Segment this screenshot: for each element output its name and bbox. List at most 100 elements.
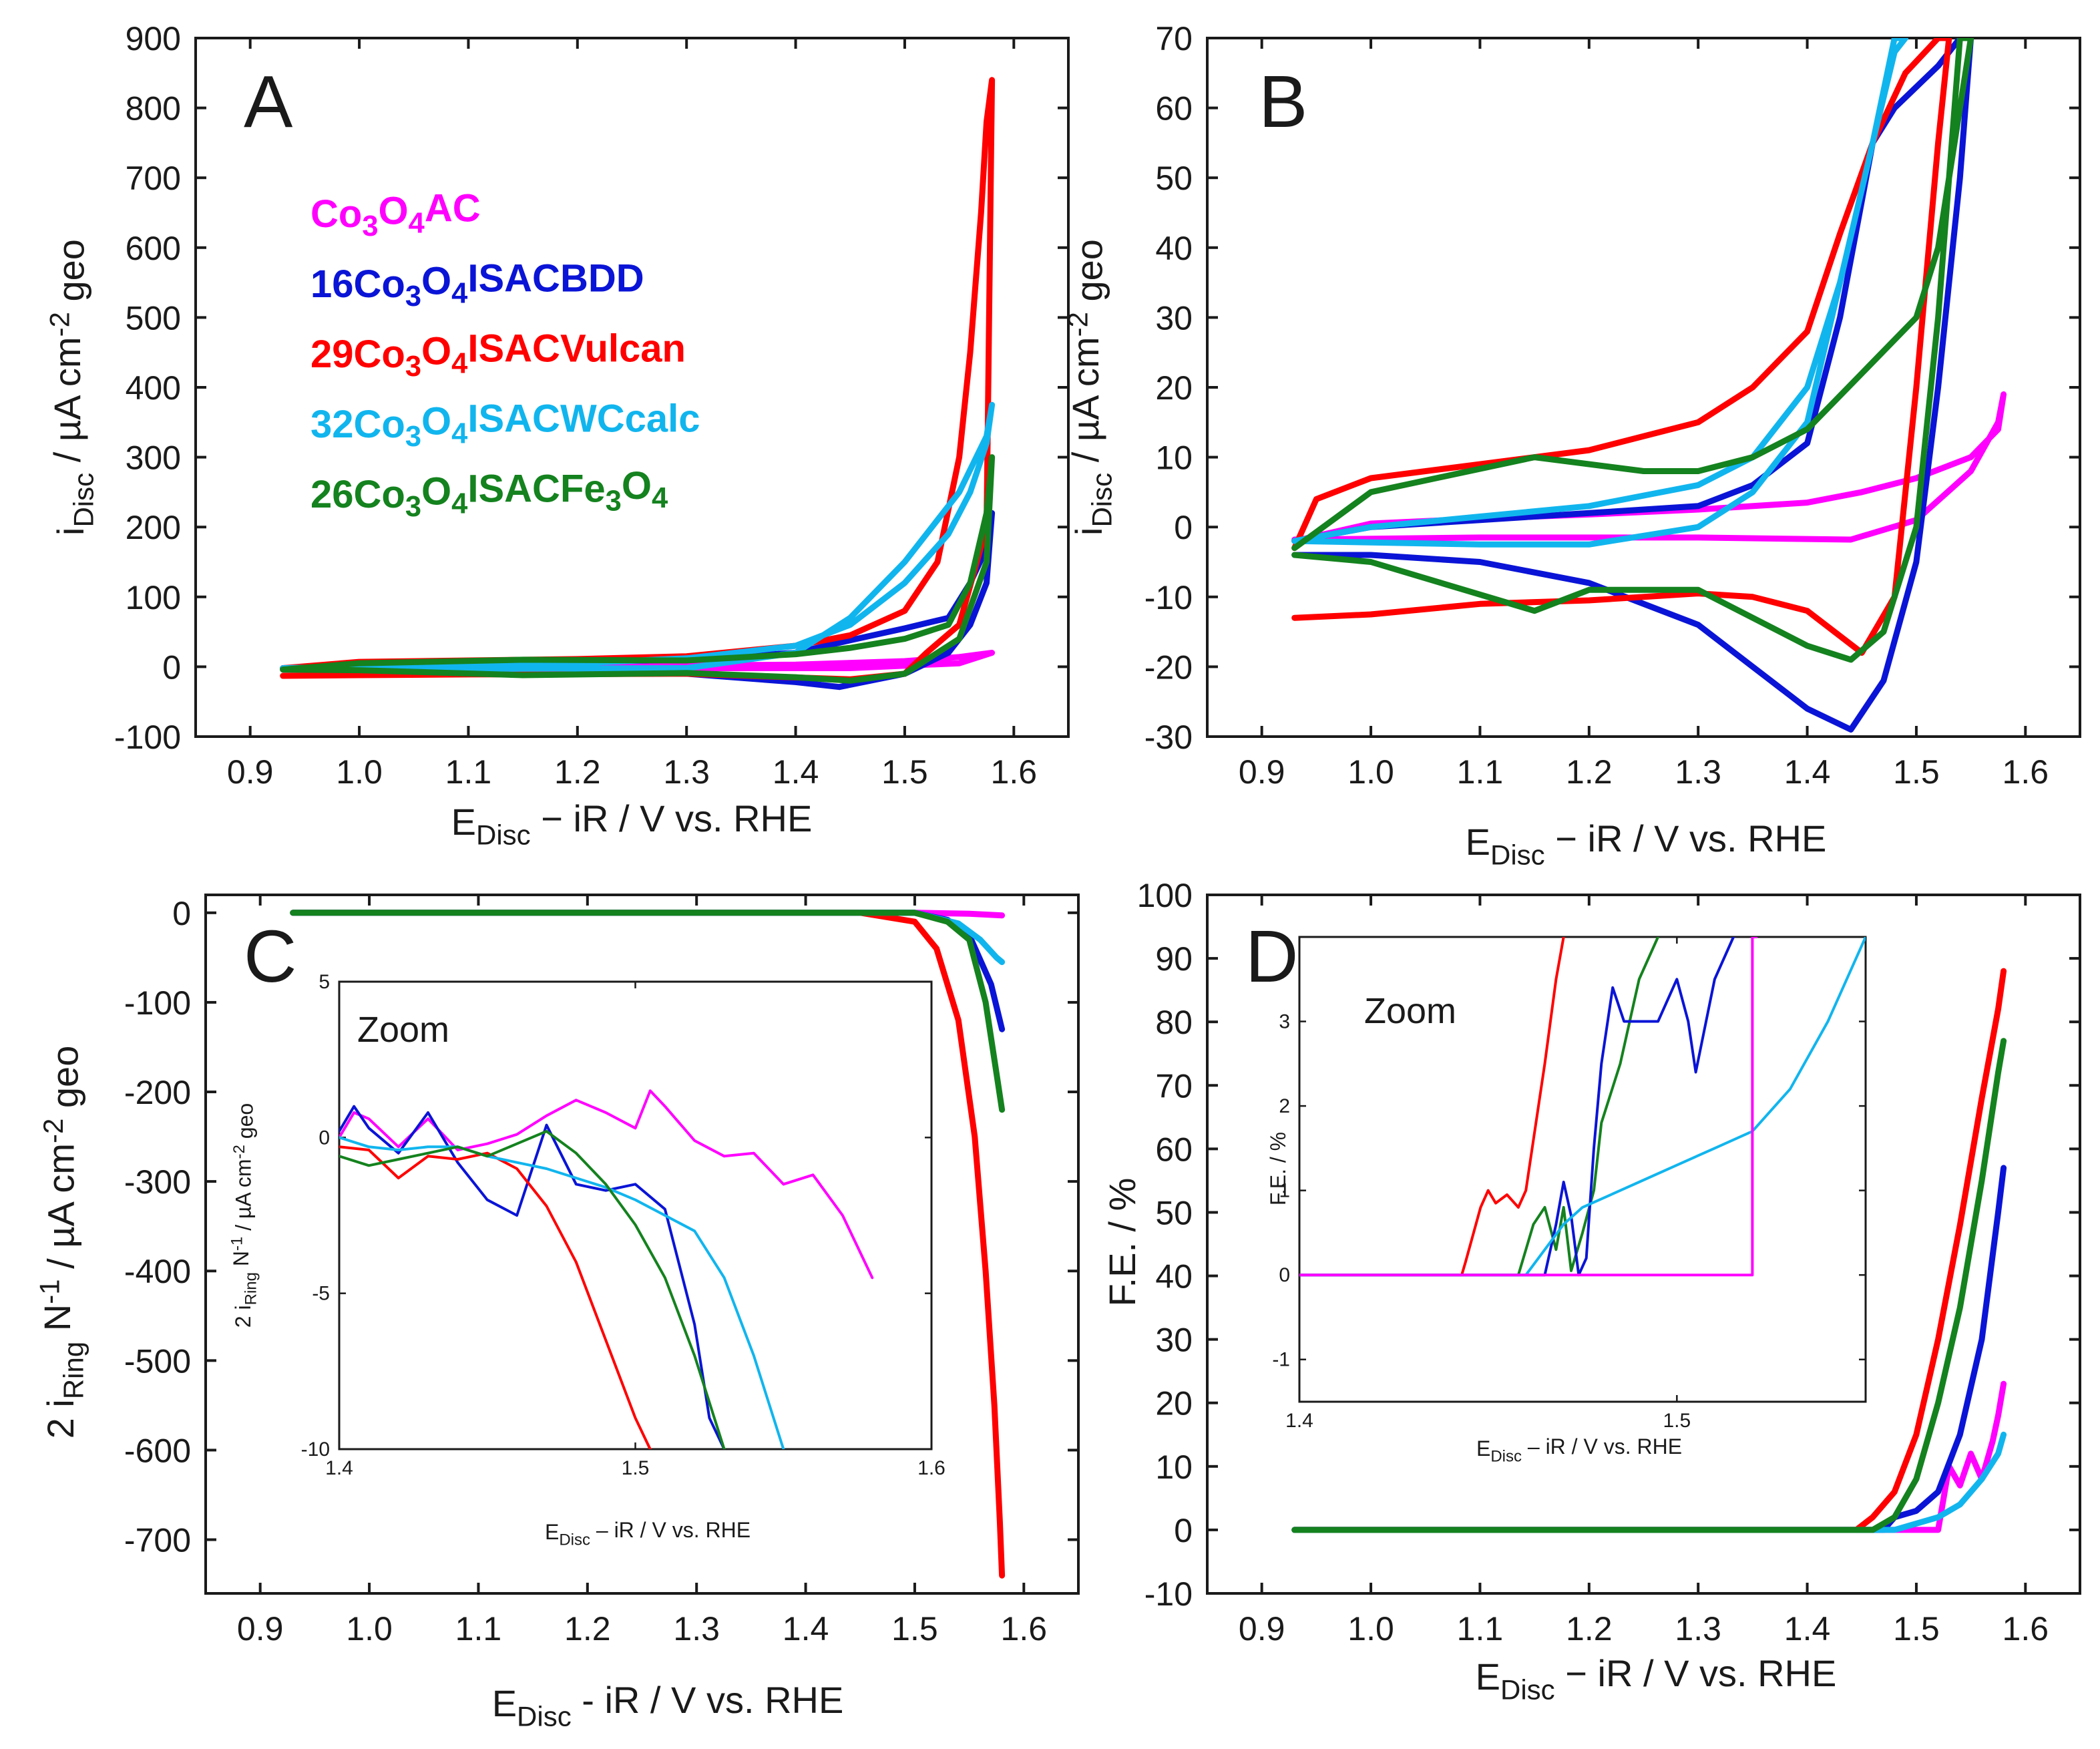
label-part: E — [451, 801, 476, 843]
y-tick-label: 0 — [172, 895, 191, 932]
label-part: Disc — [1490, 1447, 1522, 1465]
panel-letter: C — [244, 916, 296, 998]
y-tick-label: 0 — [162, 648, 181, 686]
x-tick-label: 1.6 — [917, 1457, 946, 1479]
label-part: -2 — [230, 1145, 248, 1159]
label-part: E — [1476, 1656, 1500, 1698]
series-line-29Co3O4ISACVulcan — [1291, 38, 1952, 656]
legend-text-part: 3 — [405, 491, 421, 523]
y-tick-label: 300 — [126, 439, 181, 477]
label-part: geo — [43, 1046, 85, 1119]
x-tick-label: 1.6 — [2003, 1610, 2049, 1647]
series-line-32Co3O4ISACWCcalc — [1299, 937, 1866, 1277]
series-line-Co3O4AC — [1299, 937, 1758, 1277]
legend-entry: 26Co3O4ISACFe3O4 — [310, 464, 668, 523]
inset-x-axis-label: EDisc – iR / V vs. RHE — [545, 1518, 751, 1549]
label-part: 2 i — [39, 1399, 81, 1438]
label-part: geo — [234, 1103, 258, 1145]
y-tick-label: 20 — [1155, 1385, 1193, 1422]
x-tick-label: 1.6 — [2003, 753, 2049, 791]
series-line-16Co3O4ISACBDD — [339, 1105, 726, 1449]
panel-A: 0.9 1.0 1.1 1.2 1.3 1.4 1.5 1.6 -100 0 100 200 300 40… — [43, 20, 1070, 851]
x-tick-label: 1.1 — [455, 1610, 502, 1647]
x-tick-label: 1.5 — [1893, 1610, 1940, 1647]
label-part: – iR / V vs. RHE — [590, 1518, 751, 1542]
label-part: / µA cm — [1064, 337, 1106, 472]
panel-D: 0.9 1.0 1.1 1.2 1.3 1.4 1.5 1.6-100102030405060… — [1101, 877, 2081, 1706]
y-tick-label: 30 — [1155, 299, 1193, 337]
x-tick-label: 1.1 — [1457, 1610, 1504, 1647]
y-axis-label: F.E. / % — [1101, 1178, 1143, 1307]
series-line-26Co3O4ISACFe3O4 — [1291, 38, 1974, 663]
y-tick-label: 0 — [1174, 1512, 1193, 1549]
inset-zoom-label: Zoom — [357, 1010, 449, 1050]
legend-text-part: 29 — [310, 333, 354, 376]
panel-C: 0.9 1.0 1.1 1.2 1.3 1.4 1.5 1.60-100-200-300-40… — [33, 894, 1080, 1732]
y-tick-label: 70 — [1155, 20, 1193, 57]
legend-text-part: O — [421, 470, 451, 514]
x-tick-label: 1.5 — [622, 1457, 650, 1479]
label-part: geo — [50, 239, 92, 312]
y-tick-label: 500 — [126, 299, 181, 337]
plot-frame — [204, 894, 1080, 1595]
y-tick-label: 20 — [1155, 369, 1193, 407]
legend-text-part: ISACVulcan — [467, 327, 686, 370]
x-tick-label: 1.3 — [673, 1610, 720, 1647]
label-part: − iR / V vs. RHE — [1555, 1652, 1837, 1694]
label-part: / µA cm — [46, 337, 88, 472]
legend-text-part: O — [622, 464, 652, 508]
legend-text-part: Co — [354, 333, 405, 376]
y-tick-label: -300 — [124, 1163, 191, 1201]
x-tick-label: 1.1 — [445, 753, 492, 791]
y-tick-label: 800 — [126, 90, 181, 128]
series-line-26Co3O4ISACFe3O4 — [339, 1130, 726, 1449]
label-part: 2 i — [231, 1305, 255, 1328]
x-tick-label: 1.5 — [891, 1610, 938, 1647]
y-tick-label: -10 — [301, 1438, 330, 1461]
x-tick-label: 1.0 — [336, 753, 383, 791]
label-part: E — [1466, 821, 1490, 863]
legend-entry: 16Co3O4ISACBDD — [310, 256, 644, 313]
legend-entry: Co3O4AC — [310, 186, 481, 242]
y-axis-label: 2 iRing N-1 / µA cm-2 geo — [33, 1046, 89, 1439]
y-tick-label: 100 — [1137, 877, 1193, 914]
x-axis-label: EDisc − iR / V vs. RHE — [1466, 817, 1827, 871]
y-tick-label: 90 — [1155, 940, 1193, 978]
series-line-16Co3O4ISACBDD — [1291, 1165, 2007, 1533]
y-tick-label: -1 — [1272, 1349, 1290, 1371]
x-tick-label: 0.9 — [227, 753, 274, 791]
y-tick-label: 60 — [1155, 90, 1193, 128]
inset-x-axis-label: EDisc – iR / V vs. RHE — [1476, 1434, 1682, 1465]
y-tick-label: -20 — [1144, 648, 1193, 686]
legend-text-part: 4 — [451, 418, 467, 450]
x-tick-label: 1.0 — [1347, 1610, 1394, 1647]
legend-text-part: Co — [354, 262, 405, 306]
legend-text-part: AC — [425, 186, 481, 230]
x-tick-label: 1.2 — [554, 753, 601, 791]
x-tick-label: 1.4 — [1784, 753, 1831, 791]
x-tick-label: 1.6 — [1001, 1610, 1048, 1647]
inset-C: 1.4 1.5 1.6 5 0 -5 -10 Zoom EDisc – iR / V vs. R… — [228, 971, 946, 1549]
x-tick-label: 1.4 — [773, 753, 819, 791]
label-part: -2 — [37, 1119, 69, 1143]
y-tick-label: 40 — [1155, 230, 1193, 267]
inset-y-axis-label: 2 iRing N-1 / µA cm-2 geo — [228, 1103, 260, 1328]
y-tick-label: -500 — [124, 1342, 191, 1380]
y-tick-label: 10 — [1155, 1448, 1193, 1486]
inset-zoom-label: Zoom — [1364, 991, 1456, 1031]
y-tick-label: -5 — [312, 1283, 330, 1305]
legend-text-part: O — [379, 190, 409, 233]
x-tick-label: 1.0 — [346, 1610, 393, 1647]
label-part: - iR / V vs. RHE — [572, 1679, 844, 1721]
legend-text-part: Co — [354, 473, 405, 516]
legend-text-part: O — [421, 330, 451, 373]
x-tick-label: 0.9 — [1239, 753, 1285, 791]
x-tick-label: 1.3 — [1675, 1610, 1721, 1647]
legend-text-part: 16 — [310, 262, 354, 306]
label-part: E — [492, 1682, 517, 1724]
y-tick-label: 2 — [1279, 1095, 1290, 1117]
x-axis-label: EDisc − iR / V vs. RHE — [1476, 1652, 1837, 1706]
series-line-26Co3O4ISACFe3O4 — [290, 910, 1006, 1113]
y-tick-label: 10 — [1155, 439, 1193, 477]
y-tick-label: 700 — [126, 160, 181, 197]
